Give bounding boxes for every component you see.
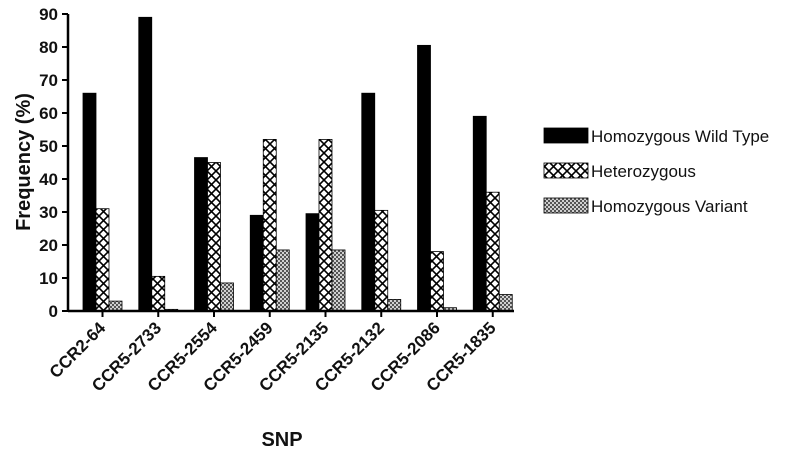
y-ticks: 0 10 20 30 40 50 60 70 80 90 [39, 5, 68, 321]
y-tick-label: 60 [39, 104, 58, 123]
bar-heterozygous [262, 138, 277, 312]
y-tick-label: 70 [39, 71, 58, 90]
bar-homozygous-variant [108, 300, 123, 312]
bar-heterozygous [151, 275, 166, 312]
plot-area: 0 10 20 30 40 50 60 70 80 90 CCR2-64CCR5-2733CCR5… [39, 5, 514, 395]
bar-heterozygous [485, 191, 500, 312]
legend-swatch [543, 162, 589, 179]
legend-swatch [543, 127, 589, 144]
bar-heterozygous [430, 251, 444, 312]
bar-homozygous-wild-type [305, 213, 320, 312]
y-tick-label: 80 [39, 38, 58, 57]
legend: Homozygous Wild Type Heterozygous Homozygo… [543, 127, 769, 216]
y-tick-label: 90 [39, 5, 58, 24]
bar-homozygous-variant [275, 249, 290, 312]
bar-homozygous-variant [387, 299, 402, 312]
bar-homozygous-wild-type [472, 115, 487, 312]
bar-homozygous-wild-type [194, 157, 208, 312]
bar-homozygous-wild-type [82, 92, 97, 312]
bars [82, 16, 513, 312]
x-axis-title: SNP [261, 429, 302, 451]
bar-homozygous-variant [331, 249, 346, 312]
x-ticks: CCR2-64CCR5-2733CCR5-2554CCR5-2459CCR5-2… [46, 311, 500, 395]
y-tick-label: 30 [39, 203, 58, 222]
bar-heterozygous [374, 209, 389, 312]
y-axis-title: Frequency (%) [13, 93, 35, 231]
bar-homozygous-variant [220, 282, 234, 312]
y-tick-label: 20 [39, 236, 58, 255]
bar-heterozygous [207, 162, 221, 312]
y-tick-label: 0 [49, 302, 58, 321]
y-tick-label: 40 [39, 170, 58, 189]
bar-heterozygous [95, 208, 110, 312]
legend-label: Heterozygous [591, 162, 696, 181]
legend-label: Homozygous Variant [591, 197, 748, 216]
bar-homozygous-wild-type [249, 214, 264, 312]
y-tick-label: 50 [39, 137, 58, 156]
bar-homozygous-variant [498, 294, 513, 312]
bar-homozygous-wild-type [361, 92, 376, 312]
bar-heterozygous [318, 138, 333, 312]
legend-label: Homozygous Wild Type [591, 127, 769, 146]
bar-homozygous-wild-type [138, 16, 153, 312]
legend-swatch [543, 197, 589, 214]
bar-homozygous-wild-type [417, 44, 431, 312]
y-tick-label: 10 [39, 269, 58, 288]
